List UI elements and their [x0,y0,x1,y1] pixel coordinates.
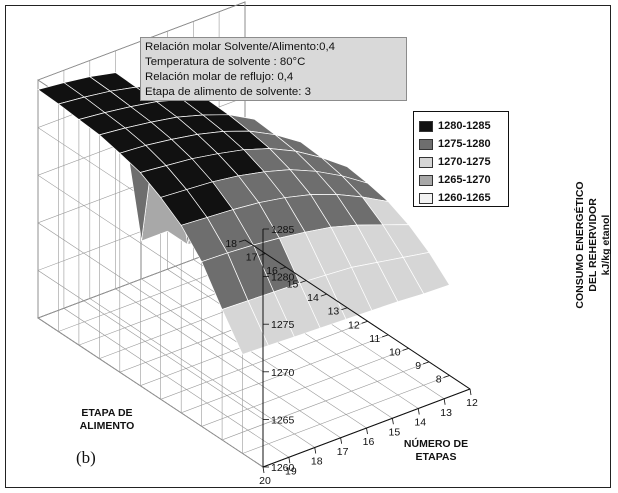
legend-label: 1265-1270 [438,174,491,186]
axis-title-line: CONSUMO ENERGÉTICO [573,181,586,308]
legend-label: 1275-1280 [438,138,491,150]
feed-stage-tick [341,307,348,311]
gridline-stages [63,70,290,458]
parameter-line: Etapa de alimento de solvente: 3 [145,86,311,98]
feed-stage-tick-label: 14 [307,292,319,304]
energy-tick-label: 1275 [271,319,295,331]
surface-mesh [37,72,450,355]
stages-tick-label: 19 [285,465,297,477]
panel-label: (b) [76,448,96,467]
legend-swatch [419,192,433,204]
stages-tick [288,457,291,464]
feed-stage-tick [300,280,307,284]
energy-axis-title: CONSUMO ENERGÉTICODEL REHERVIDORkJ/kg et… [573,181,612,308]
feed-stage-tick-label: 8 [436,373,442,385]
stages-tick [391,418,394,425]
legend: 1280-1285 1275-1280 1270-1275 1265-1270 … [413,111,509,207]
gridline-stages [89,60,315,448]
legend-swatch [419,174,433,186]
feed-stage-tick-label: 16 [266,265,278,277]
legend-item: 1270-1275 [419,153,508,171]
stages-tick-label: 18 [311,456,323,468]
energy-tick-label: 1265 [271,414,295,426]
feed-stage-tick [259,253,266,256]
parameter-line: Relación molar de reflujo: 0,4 [145,71,294,83]
stages-tick [340,437,343,444]
stages-tick-label: 13 [440,407,452,419]
feed-stage-tick-label: 11 [369,333,380,345]
figure-frame [5,5,611,488]
stages-tick-label: 12 [466,397,478,409]
surface-patch [221,300,269,355]
feed-stage-tick-label: 13 [328,306,340,318]
legend-label: 1280-1285 [438,120,491,132]
feed-stage-tick [279,266,287,270]
feed-stage-tick [238,239,246,243]
legend-swatch [419,120,433,132]
legend-swatch [419,156,433,168]
axis-title-line: DEL REHERVIDOR [587,198,599,292]
stages-tick-label: 17 [337,446,349,458]
legend-item: 1260-1265 [419,189,508,207]
feed-stage-tick-label: 18 [225,238,237,250]
stages-tick-label: 20 [259,475,271,487]
legend-label: 1260-1265 [438,192,491,204]
legend-swatch [419,138,433,150]
axis-title-line: ALIMENTO [80,420,135,432]
feed-stage-tick [320,293,327,297]
feed-stage-tick-label: 9 [415,360,421,372]
stages-tick [314,447,317,454]
energy-tick-label: 1285 [271,224,295,236]
energy-tick-label: 1280 [271,272,295,284]
feed-stage-tick [422,361,430,365]
axis-title-line: ETAPAS [415,451,456,463]
axis-title-line: kJ/kg etanol [600,215,612,276]
stages-tick [443,398,446,405]
stages-axis-title: NÚMERO DE ETAPAS [404,437,468,463]
feed-stage-tick-label: 17 [246,252,258,264]
stages-tick-label: 15 [389,426,401,438]
feed-stage-tick-label: 10 [389,346,401,358]
feed-stage-axis-title: ETAPA DE ALIMENTO [80,407,135,432]
legend-label: 1270-1275 [438,156,491,168]
legend-item: 1280-1285 [419,117,508,135]
axis-title-line: NÚMERO DE [404,437,468,450]
stages-tick [366,427,368,435]
axis-title-line: ETAPA DE [81,407,132,419]
stages-tick-label: 14 [414,417,426,429]
gridline-stages [37,80,264,468]
stages-tick-label: 16 [363,436,375,448]
stages-tick [262,466,265,474]
energy-tick-label: 1270 [271,367,295,379]
stages-tick [417,408,420,415]
parameter-line: Relación molar Solvente/Alimento:0,4 [145,41,335,53]
stages-tick [469,388,472,396]
legend-item: 1275-1280 [419,135,508,153]
feed-stage-tick-label: 12 [348,319,360,331]
feed-stage-tick [443,375,450,378]
parameters-box: Relación molar Solvente/Alimento:0,4 Tem… [140,37,407,101]
energy-tick-label: 1260 [271,462,295,474]
feed-stage-tick [361,320,368,324]
feed-stage-tick-label: 15 [287,279,299,291]
feed-stage-axis-line [244,239,471,390]
feed-stage-tick [402,347,409,351]
legend-item: 1265-1270 [419,171,508,189]
parameter-line: Temperatura de solvente : 80°C [145,56,306,68]
axes-layer: 8910111213141516171812131415161718192012… [80,181,612,487]
feed-stage-tick [382,334,389,338]
